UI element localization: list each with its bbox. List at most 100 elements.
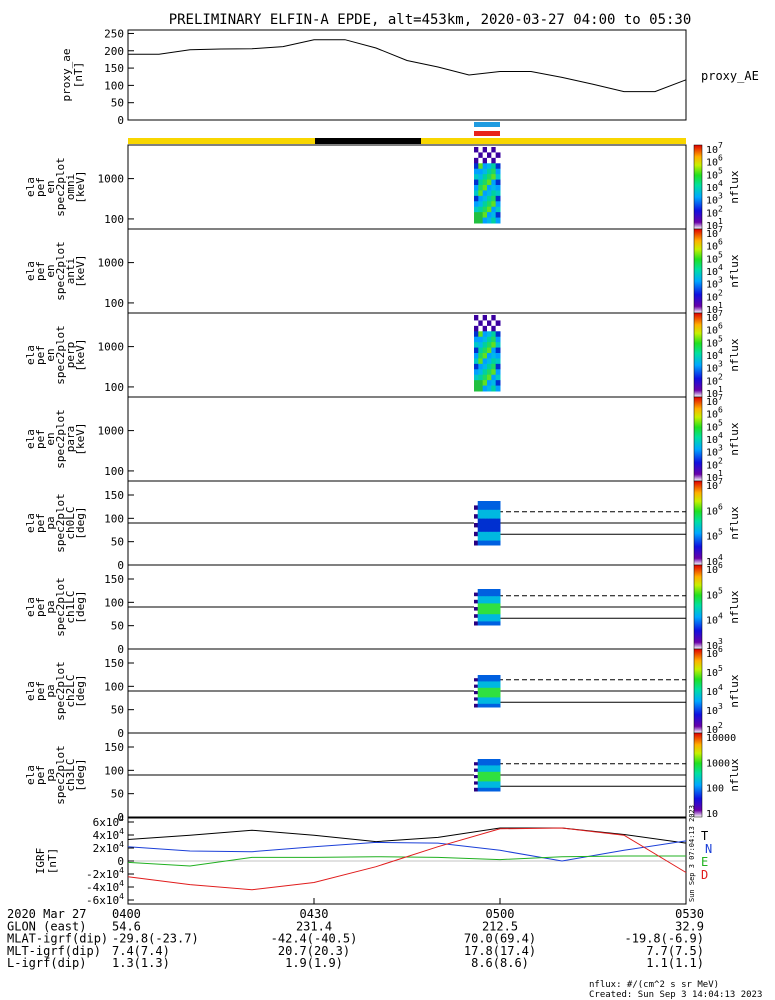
- spec-cell: [491, 342, 497, 349]
- spec-cell: [478, 190, 484, 197]
- colorbar-gradient: [693, 564, 703, 650]
- spec-cell: [477, 610, 482, 615]
- spec-cell: [474, 687, 479, 692]
- spec-cell: [478, 353, 484, 359]
- spec-cell: [492, 603, 497, 608]
- spec-cell: [474, 697, 479, 702]
- spec-cell: [496, 592, 501, 597]
- spec-cell: [495, 385, 501, 392]
- spec-cell: [482, 152, 488, 159]
- spec-cell: [477, 617, 482, 622]
- spec-cell: [491, 347, 497, 354]
- spec-cell: [477, 700, 482, 705]
- spec-ylabel-line: spec2plot: [54, 409, 67, 469]
- spec-tick-label: 100: [104, 680, 124, 693]
- spec-cell: [485, 518, 490, 524]
- colorbar-tick-label: 102: [706, 372, 723, 387]
- spec-ylabel-line: spec2plot: [54, 661, 67, 721]
- spec-cell: [491, 195, 497, 202]
- spec-cell: [481, 771, 486, 776]
- igrf-legend-d: D: [701, 868, 708, 882]
- spec-data-region: [474, 501, 501, 546]
- spec-cell: [495, 347, 501, 354]
- spec-ylabel-line: [keV]: [74, 338, 87, 371]
- spec-cell: [481, 589, 486, 594]
- spec-cell: [481, 509, 486, 515]
- colorbar-tick-label: 102: [706, 288, 723, 303]
- colorbar-tick-label: 103: [706, 276, 723, 291]
- spec-panel-perp: 1000100elapefenspec2plotperp[keV]1071061…: [24, 309, 741, 400]
- spec-cell: [496, 681, 501, 686]
- spec-panel-anti: 1000100elapefenspec2plotanti[keV]1071061…: [24, 225, 741, 316]
- spec-cell: [495, 369, 501, 376]
- spec-cell: [474, 385, 479, 392]
- spec-cell: [481, 592, 486, 597]
- spec-cell: [481, 681, 486, 686]
- spec-cell: [496, 768, 501, 773]
- spec-cell: [477, 784, 482, 789]
- spec-cell: [482, 157, 488, 164]
- spec-tick-label: 1000: [98, 257, 125, 270]
- spec-cell: [487, 342, 492, 349]
- spec-cell: [496, 787, 501, 792]
- spec-cell: [495, 179, 501, 186]
- spec-cell: [491, 168, 497, 175]
- spec-cell: [474, 781, 479, 786]
- colorbar-tick-label: 107: [706, 477, 723, 492]
- spec-cell: [495, 320, 501, 327]
- spec-cell: [487, 369, 492, 376]
- spec-tick-label: 50: [111, 788, 124, 801]
- spec-cell: [481, 514, 486, 520]
- ephem-row-value: 0430: [300, 907, 329, 921]
- colorbar-tick-label: 106: [706, 561, 723, 576]
- spec-cell: [474, 501, 479, 506]
- spec-cell: [496, 514, 501, 520]
- spec-cell: [482, 342, 488, 349]
- spec-cell: [487, 185, 492, 191]
- spec-cell: [488, 501, 494, 506]
- spec-cell: [482, 147, 488, 153]
- spec-cell: [496, 775, 501, 779]
- spec-cell: [481, 787, 486, 792]
- spec-cell: [492, 501, 497, 506]
- ephem-row-value: -19.8(-6.9): [625, 932, 704, 946]
- proxy-ae-tick-label: 200: [104, 45, 124, 58]
- spec-cell: [485, 540, 490, 546]
- spec-cell: [474, 603, 479, 608]
- spec-cell: [474, 684, 479, 689]
- spec-cell: [492, 596, 497, 601]
- spec-cell: [496, 596, 501, 601]
- spec-cell: [488, 523, 494, 528]
- spec-cell: [487, 157, 492, 164]
- spec-panel-ch1lc: 150100500elapefpaspec2plotch1LC[deg]1061…: [24, 561, 741, 656]
- spec-cell: [495, 174, 501, 181]
- spec-cell: [487, 163, 492, 170]
- spec-cell: [478, 195, 484, 202]
- spec-cell: [487, 174, 492, 181]
- spec-cell: [492, 787, 497, 792]
- spec-cell: [485, 694, 490, 698]
- spec-cell: [496, 501, 501, 506]
- spec-cell: [495, 331, 501, 338]
- spec-tick-label: 1000: [98, 341, 125, 354]
- spec-cell: [487, 195, 492, 202]
- spec-cell: [496, 771, 501, 776]
- spec-cell: [492, 762, 497, 766]
- spec-tick-label: 150: [104, 489, 124, 502]
- spec-cell: [474, 523, 479, 528]
- spec-cell: [491, 201, 497, 208]
- spec-cell: [491, 190, 497, 197]
- spec-cell: [477, 765, 482, 770]
- colorbar-gradient: [693, 396, 703, 482]
- spec-cell: [495, 147, 501, 153]
- spec-ylabel-line: omni: [64, 174, 77, 201]
- spec-cell: [492, 784, 497, 789]
- spec-cell: [496, 610, 501, 615]
- spec-cell: [488, 514, 494, 520]
- spec-cell: [474, 152, 479, 159]
- colorbar-tick-label: 100: [706, 784, 724, 795]
- spec-cell: [474, 589, 479, 594]
- spec-cell: [474, 768, 479, 773]
- spec-cell: [496, 691, 501, 695]
- proxy-ae-tick-label: 100: [104, 79, 124, 92]
